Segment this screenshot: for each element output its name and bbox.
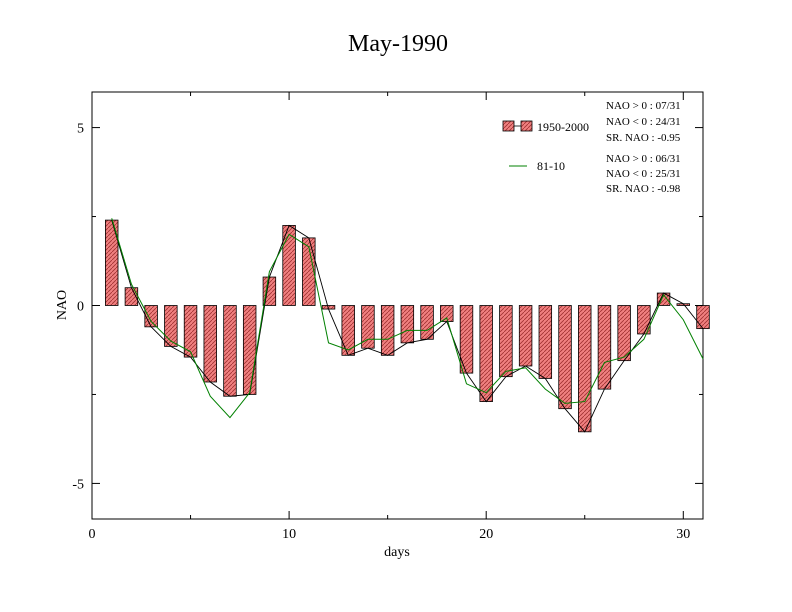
x-tick-label-20: 20 — [479, 527, 493, 542]
legend: 1950-2000 81-10 — [502, 120, 589, 173]
stats-1950-2000-positive: NAO > 0 : 07/31 — [606, 100, 681, 112]
line-81-10 — [111, 218, 704, 419]
bar-day-22 — [518, 305, 533, 367]
bar-series-line — [111, 219, 704, 433]
y-tick-label--5: -5 — [72, 477, 84, 492]
bar-day-24 — [558, 305, 572, 410]
x-tick-label-10: 10 — [282, 527, 296, 542]
stats-1950-2000-negative: NAO < 0 : 24/31 — [606, 116, 681, 128]
y-tick-label-0: 0 — [77, 300, 84, 315]
y-tick-label-5: 5 — [77, 122, 84, 137]
bar-day-21 — [499, 305, 513, 378]
bar-day-23 — [538, 305, 553, 379]
legend-label-81-10: 81-10 — [537, 159, 565, 173]
bar-series — [105, 219, 710, 433]
legend-swatch-1950-2000 — [502, 120, 515, 132]
bar-day-16 — [400, 305, 415, 344]
bar-day-6 — [203, 305, 217, 383]
bar-day-27 — [617, 305, 631, 362]
legend-label-1950-2000: 1950-2000 — [537, 120, 589, 134]
bar-day-8 — [242, 305, 257, 395]
stats-block: NAO > 0 : 07/31 NAO < 0 : 24/31 SR. NAO … — [606, 100, 681, 195]
bar-day-25 — [578, 305, 592, 433]
bar-day-26 — [597, 305, 612, 390]
bar-day-31 — [696, 305, 710, 330]
bar-day-3 — [144, 305, 158, 328]
y-axis-label: NAO — [55, 290, 70, 320]
stats-81-10-sr: SR. NAO : -0.98 — [606, 183, 681, 195]
legend-swatch-1950-2000-b — [520, 120, 533, 132]
x-tick-label-0: 0 — [89, 527, 96, 542]
bar-day-1 — [105, 219, 119, 306]
stats-1950-2000-sr: SR. NAO : -0.95 — [606, 132, 681, 144]
bar-day-4 — [164, 305, 178, 347]
line-series — [111, 218, 704, 433]
stats-81-10-negative: NAO < 0 : 25/31 — [606, 168, 681, 180]
bar-day-7 — [223, 305, 237, 397]
bar-day-19 — [459, 305, 474, 374]
bar-day-17 — [420, 305, 434, 340]
chart-title: May-1990 — [348, 31, 448, 57]
stats-81-10-positive: NAO > 0 : 06/31 — [606, 153, 681, 165]
x-axis-label: days — [384, 545, 410, 560]
axes: 0 10 20 30 -5 0 5 — [72, 92, 703, 542]
x-tick-label-30: 30 — [676, 527, 690, 542]
bar-day-15 — [380, 305, 395, 356]
